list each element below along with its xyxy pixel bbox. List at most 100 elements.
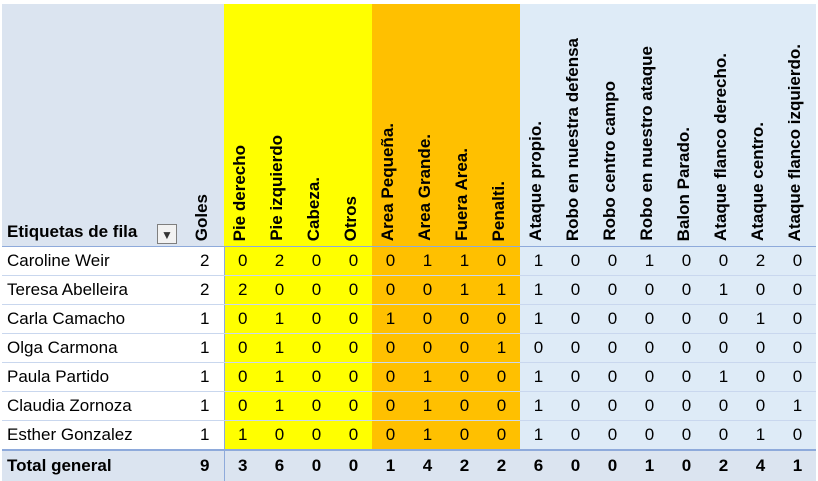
column-header-14[interactable]: Ataque centro. (742, 4, 779, 247)
value-cell[interactable]: 0 (224, 333, 261, 363)
value-cell[interactable]: 0 (742, 391, 779, 421)
value-cell[interactable]: 2 (261, 246, 298, 276)
value-cell[interactable]: 1 (446, 246, 483, 276)
value-cell[interactable]: 0 (668, 246, 705, 276)
value-cell[interactable]: 0 (224, 391, 261, 421)
goles-cell[interactable]: 1 (186, 304, 225, 334)
total-value-cell[interactable]: 1 (631, 449, 668, 481)
value-cell[interactable]: 0 (409, 304, 446, 334)
value-cell[interactable]: 0 (298, 275, 335, 305)
column-header-5[interactable]: Area Grande. (409, 4, 446, 247)
value-cell[interactable]: 0 (742, 275, 779, 305)
goles-header[interactable]: Goles (186, 4, 224, 247)
value-cell[interactable]: 0 (483, 246, 520, 276)
value-cell[interactable]: 0 (446, 391, 483, 421)
value-cell[interactable]: 1 (483, 275, 520, 305)
value-cell[interactable]: 0 (298, 333, 335, 363)
value-cell[interactable]: 1 (631, 246, 668, 276)
column-header-12[interactable]: Balon Parado. (668, 4, 705, 247)
value-cell[interactable]: 0 (631, 304, 668, 334)
player-name-cell[interactable]: Paula Partido (2, 362, 186, 392)
value-cell[interactable]: 0 (705, 246, 742, 276)
value-cell[interactable]: 1 (520, 304, 557, 334)
value-cell[interactable]: 0 (668, 275, 705, 305)
goles-cell[interactable]: 2 (186, 246, 225, 276)
value-cell[interactable]: 0 (446, 420, 483, 451)
value-cell[interactable]: 1 (779, 391, 816, 421)
value-cell[interactable]: 0 (631, 275, 668, 305)
value-cell[interactable]: 0 (335, 333, 372, 363)
total-value-cell[interactable]: 6 (520, 449, 557, 481)
player-name-cell[interactable]: Esther Gonzalez (2, 420, 186, 451)
value-cell[interactable]: 0 (298, 362, 335, 392)
value-cell[interactable]: 1 (224, 420, 261, 451)
value-cell[interactable]: 0 (335, 304, 372, 334)
value-cell[interactable]: 1 (520, 362, 557, 392)
column-header-9[interactable]: Robo en nuestra defensa (557, 4, 594, 247)
column-header-13[interactable]: Ataque flanco derecho. (705, 4, 742, 247)
total-value-cell[interactable]: 0 (594, 449, 631, 481)
value-cell[interactable]: 0 (779, 362, 816, 392)
row-label-header[interactable]: Etiquetas de fila ▼ (2, 4, 186, 247)
value-cell[interactable]: 0 (372, 420, 409, 451)
value-cell[interactable]: 1 (742, 304, 779, 334)
value-cell[interactable]: 0 (335, 275, 372, 305)
column-header-8[interactable]: Ataque propio. (520, 4, 557, 247)
total-value-cell[interactable]: 1 (372, 449, 409, 481)
value-cell[interactable]: 0 (298, 304, 335, 334)
value-cell[interactable]: 1 (261, 362, 298, 392)
value-cell[interactable]: 1 (409, 420, 446, 451)
value-cell[interactable]: 0 (224, 246, 261, 276)
value-cell[interactable]: 0 (261, 275, 298, 305)
total-label[interactable]: Total general (2, 449, 186, 481)
column-header-11[interactable]: Robo en nuestro ataque (631, 4, 668, 247)
value-cell[interactable]: 1 (446, 275, 483, 305)
value-cell[interactable]: 0 (335, 420, 372, 451)
value-cell[interactable]: 1 (520, 420, 557, 451)
value-cell[interactable]: 0 (594, 304, 631, 334)
value-cell[interactable]: 0 (483, 362, 520, 392)
value-cell[interactable]: 0 (742, 333, 779, 363)
value-cell[interactable]: 1 (520, 246, 557, 276)
column-header-1[interactable]: Pie izquierdo (261, 4, 298, 247)
value-cell[interactable]: 0 (409, 275, 446, 305)
value-cell[interactable]: 0 (594, 246, 631, 276)
value-cell[interactable]: 0 (557, 333, 594, 363)
value-cell[interactable]: 0 (594, 362, 631, 392)
value-cell[interactable]: 1 (520, 391, 557, 421)
value-cell[interactable]: 1 (409, 246, 446, 276)
value-cell[interactable]: 0 (446, 333, 483, 363)
column-header-7[interactable]: Penalti. (483, 4, 520, 247)
total-value-cell[interactable]: 2 (483, 449, 520, 481)
value-cell[interactable]: 0 (224, 304, 261, 334)
value-cell[interactable]: 0 (298, 391, 335, 421)
value-cell[interactable]: 0 (298, 246, 335, 276)
player-name-cell[interactable]: Teresa Abelleira (2, 275, 186, 305)
value-cell[interactable]: 0 (631, 362, 668, 392)
value-cell[interactable]: 0 (483, 391, 520, 421)
value-cell[interactable]: 1 (520, 275, 557, 305)
value-cell[interactable]: 0 (631, 333, 668, 363)
sort-filter-icon[interactable]: ▼ (157, 224, 177, 244)
value-cell[interactable]: 1 (483, 333, 520, 363)
value-cell[interactable]: 0 (372, 333, 409, 363)
value-cell[interactable]: 0 (594, 333, 631, 363)
value-cell[interactable]: 1 (261, 304, 298, 334)
value-cell[interactable]: 2 (224, 275, 261, 305)
value-cell[interactable]: 0 (705, 333, 742, 363)
value-cell[interactable]: 0 (742, 362, 779, 392)
value-cell[interactable]: 0 (594, 391, 631, 421)
value-cell[interactable]: 0 (557, 391, 594, 421)
value-cell[interactable]: 0 (372, 391, 409, 421)
total-value-cell[interactable]: 2 (705, 449, 742, 481)
value-cell[interactable]: 0 (557, 362, 594, 392)
value-cell[interactable]: 0 (557, 275, 594, 305)
value-cell[interactable]: 1 (372, 304, 409, 334)
value-cell[interactable]: 0 (779, 246, 816, 276)
value-cell[interactable]: 1 (261, 391, 298, 421)
total-value-cell[interactable]: 0 (298, 449, 335, 481)
value-cell[interactable]: 0 (520, 333, 557, 363)
goles-cell[interactable]: 1 (186, 420, 225, 451)
column-header-3[interactable]: Otros (335, 4, 372, 247)
value-cell[interactable]: 0 (446, 304, 483, 334)
